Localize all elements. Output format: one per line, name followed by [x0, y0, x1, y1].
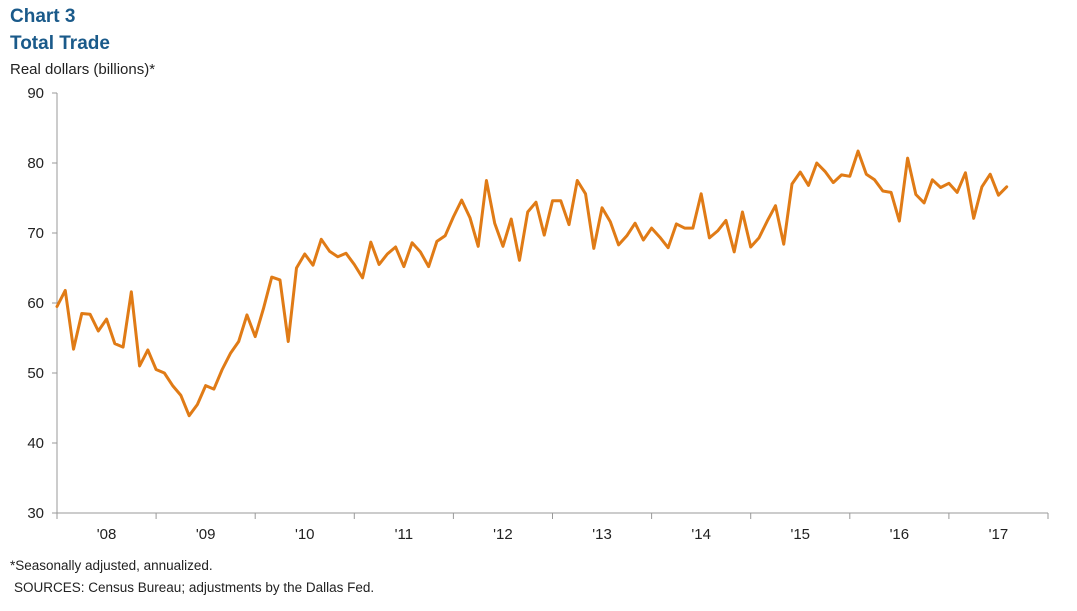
x-tick-label: '16 — [890, 526, 910, 543]
series-layer — [55, 149, 1009, 418]
y-tick-label: 30 — [27, 505, 44, 522]
series-line-total-trade — [55, 149, 1009, 418]
y-tick-label: 40 — [27, 435, 44, 452]
ticks: 30 40 50 60 70 80 90 '08 '09 '10 '11 '12 '13 '14 '15 '1… — [27, 85, 1049, 543]
y-tick-label: 80 — [27, 155, 44, 172]
chart-number: Chart 3 — [10, 6, 76, 27]
y-tick-label: 90 — [27, 85, 44, 102]
sources-note: SOURCES: Census Bureau; adjustments by t… — [14, 580, 375, 595]
y-tick-label: 60 — [27, 295, 44, 312]
footnote: *Seasonally adjusted, annualized. — [10, 558, 213, 573]
x-tick-label: '17 — [989, 526, 1009, 543]
x-tick-label: '09 — [196, 526, 216, 543]
x-tick-label: '15 — [790, 526, 810, 543]
axes — [56, 93, 1048, 514]
chart-title: Total Trade — [10, 33, 110, 54]
y-tick-label: 50 — [27, 365, 44, 382]
x-tick-label: '08 — [97, 526, 117, 543]
x-tick-label: '13 — [592, 526, 612, 543]
y-axis-unit-label: Real dollars (billions)* — [10, 61, 156, 78]
x-tick-label: '11 — [395, 526, 413, 543]
y-tick-label: 70 — [27, 225, 44, 242]
x-tick-label: '10 — [295, 526, 315, 543]
x-tick-label: '12 — [493, 526, 513, 543]
x-tick-label: '14 — [691, 526, 711, 543]
